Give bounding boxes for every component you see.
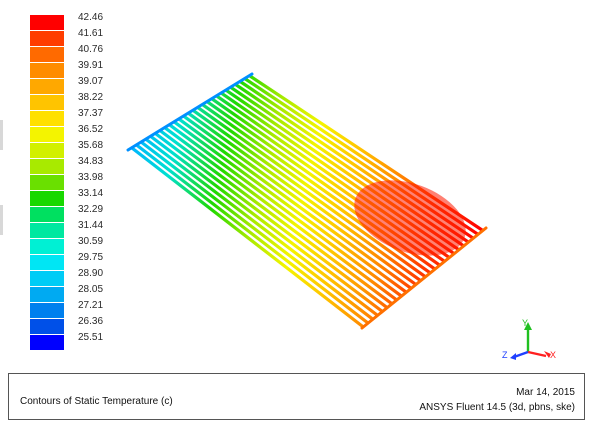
legend-swatch [30,15,64,30]
legend-swatch [30,223,64,238]
tube [139,140,374,320]
y-axis-label: Y [522,318,528,328]
x-axis-line [527,350,547,358]
legend-swatch [30,79,64,94]
plot-date: Mar 14, 2015 [516,387,575,398]
graphics-viewport[interactable]: 42.46 41.61 40.76 39.91 39.07 38.22 37.37 36.52… [0,0,595,372]
tube [135,143,369,324]
legend-swatch [30,63,64,78]
legend-value-label: 37.37 [78,108,104,119]
tube [158,129,393,305]
hot-spot-region [354,180,466,256]
tube [187,111,422,282]
legend-value-label: 25.51 [78,332,104,343]
tube [177,117,412,290]
legend-value-label: 39.91 [78,60,104,71]
legend-value-label: 40.76 [78,44,104,55]
legend-value-label: 42.46 [78,12,104,23]
legend-value-label: 33.14 [78,188,104,199]
legend-value-label: 31.44 [78,220,104,231]
axis-triad: Y X Z [502,318,556,360]
inlet-header [126,72,254,152]
viewport-edge-mark [0,120,3,150]
legend-value-label: 38.22 [78,92,104,103]
legend-swatch [30,335,64,350]
legend-swatch [30,255,64,270]
tube-array [126,72,488,330]
x-axis-arrow-icon [544,351,551,358]
legend-swatch [30,159,64,174]
legend-value-label: 41.61 [78,28,104,39]
legend-swatch [30,207,64,222]
tube [163,126,398,301]
legend-swatch [30,111,64,126]
legend-value-label: 30.59 [78,236,104,247]
legend-swatch [30,191,64,206]
legend-swatch [30,319,64,334]
y-axis-arrow-icon [524,322,532,330]
legend-value-label: 34.83 [78,156,104,167]
legend-value-label: 26.36 [78,316,104,327]
legend-swatch [30,95,64,110]
plot-title: Contours of Static Temperature (c) [20,396,173,407]
legend-swatch [30,31,64,46]
x-axis-label: X [550,350,556,360]
contour-plot[interactable] [0,0,595,372]
legend-value-label: 28.05 [78,284,104,295]
legend-swatch [30,271,64,286]
tube [130,146,364,328]
legend-value-label: 33.98 [78,172,104,183]
legend-value-label: 35.68 [78,140,104,151]
legend-swatch [30,143,64,158]
tube [144,137,378,317]
solver-version: ANSYS Fluent 14.5 (3d, pbns, ske) [419,402,575,413]
z-axis-line [513,350,529,359]
legend-swatch [30,303,64,318]
tube [149,134,383,313]
legend-value-label: 32.29 [78,204,104,215]
legend-swatch [30,175,64,190]
tube [172,120,407,294]
legend-value-label: 28.90 [78,268,104,279]
z-axis-label: Z [502,350,508,360]
legend-value-label: 39.07 [78,76,104,87]
legend-value-label: 27.21 [78,300,104,311]
legend-swatch [30,47,64,62]
plot-caption-box: Contours of Static Temperature (c) Mar 1… [8,373,585,420]
legend-swatch [30,287,64,302]
outlet-header [360,226,488,330]
legend-value-label: 29.75 [78,252,104,263]
viewport-edge-mark [0,205,3,235]
tube [191,108,426,278]
legend-swatch [30,127,64,142]
legend-value-label: 36.52 [78,124,104,135]
tube [154,132,388,309]
z-axis-arrow-icon [510,353,516,360]
legend-swatch [30,239,64,254]
color-legend [30,15,64,351]
tube [182,114,417,286]
tube [168,123,402,297]
